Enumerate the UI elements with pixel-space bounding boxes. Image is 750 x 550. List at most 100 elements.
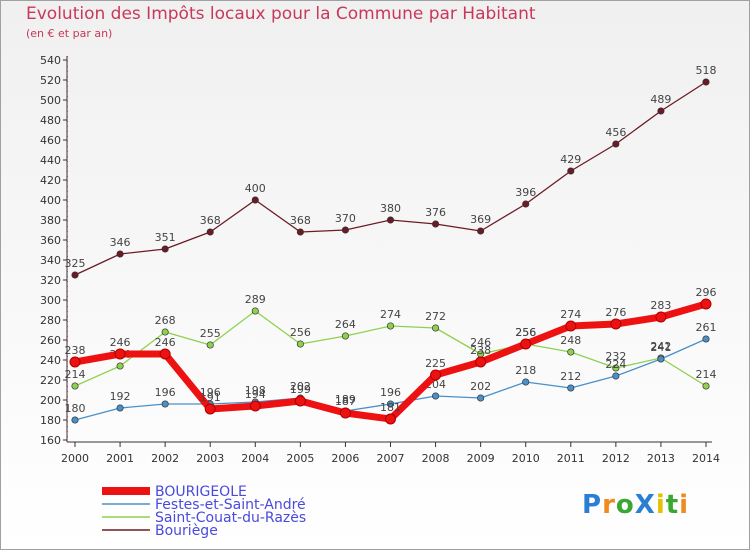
x-tick-label: 2002 <box>151 452 179 465</box>
data-point <box>116 404 124 412</box>
data-label: 212 <box>560 370 581 383</box>
y-tick-label: 460 <box>40 134 61 147</box>
logo-letter: i <box>679 490 690 520</box>
y-tick-label: 480 <box>40 114 61 127</box>
x-tick-label: 2011 <box>557 452 585 465</box>
data-label: 181 <box>380 401 401 414</box>
y-tick-label: 240 <box>40 354 61 367</box>
x-tick-label: 2009 <box>467 452 495 465</box>
data-label: 518 <box>696 64 717 77</box>
x-tick-label: 2003 <box>196 452 224 465</box>
y-tick-label: 520 <box>40 74 61 87</box>
data-label: 218 <box>515 364 536 377</box>
data-label: 196 <box>380 386 401 399</box>
data-label: 456 <box>605 126 626 139</box>
data-label: 196 <box>200 386 221 399</box>
data-label: 180 <box>65 402 86 415</box>
data-label: 248 <box>560 334 581 347</box>
x-tick-label: 2007 <box>377 452 405 465</box>
data-label: 242 <box>650 340 671 353</box>
y-tick-label: 220 <box>40 374 61 387</box>
data-label: 202 <box>470 380 491 393</box>
x-tick-label: 2005 <box>286 452 314 465</box>
data-label: 238 <box>65 344 86 357</box>
data-point <box>294 395 306 407</box>
data-label: 246 <box>470 336 491 349</box>
data-label: 489 <box>650 93 671 106</box>
y-tick-label: 200 <box>40 394 61 407</box>
data-point <box>341 226 349 234</box>
logo-letter: i <box>655 490 666 520</box>
y-tick-label: 340 <box>40 254 61 267</box>
data-label: 370 <box>335 212 356 225</box>
y-tick-label: 540 <box>40 54 61 67</box>
data-point <box>565 320 577 332</box>
data-label: 194 <box>245 388 266 401</box>
x-tick-label: 2004 <box>241 452 269 465</box>
data-point <box>657 355 665 363</box>
data-point <box>296 340 304 348</box>
y-tick-label: 160 <box>40 434 61 447</box>
data-label: 325 <box>65 257 86 270</box>
data-point <box>116 362 124 370</box>
data-label: 256 <box>515 326 536 339</box>
data-point <box>385 413 396 425</box>
data-label: 272 <box>425 310 446 323</box>
data-label: 274 <box>560 308 581 321</box>
legend-label: Saint-Couat-du-Razès <box>155 510 306 526</box>
x-tick-label: 2001 <box>106 452 134 465</box>
data-point <box>475 356 487 368</box>
data-point <box>71 271 79 279</box>
y-tick-label: 300 <box>40 294 61 307</box>
data-label: 238 <box>470 344 491 357</box>
data-label: 256 <box>290 326 311 339</box>
data-point <box>71 416 79 424</box>
data-label: 380 <box>380 202 401 215</box>
data-label: 202 <box>290 380 311 393</box>
series-line <box>74 81 707 276</box>
data-point <box>610 318 622 330</box>
y-tick-label: 420 <box>40 174 61 187</box>
series-bouri-ge: 325 346 351 368 400 368 370 380 376 369 396 429 456 4… <box>65 64 717 279</box>
data-point <box>206 228 214 236</box>
logo-letter: X <box>634 490 656 520</box>
y-tick-label: 360 <box>40 234 61 247</box>
data-point <box>296 228 304 236</box>
data-point <box>206 341 214 349</box>
data-point <box>612 372 620 380</box>
data-label: 283 <box>650 299 671 312</box>
data-point <box>522 200 530 208</box>
logo-letter: t <box>665 490 680 520</box>
data-point <box>116 250 124 258</box>
x-tick-label: 2012 <box>602 452 630 465</box>
data-point <box>430 369 442 381</box>
proxiti-logo: ProXiti <box>582 490 689 520</box>
x-tick-label: 2006 <box>331 452 359 465</box>
data-point <box>702 335 710 343</box>
data-point <box>251 307 259 315</box>
data-point <box>432 220 440 228</box>
data-point <box>567 384 575 392</box>
data-label: 191 <box>200 391 221 404</box>
data-label: 261 <box>696 321 717 334</box>
data-label: 199 <box>290 383 311 396</box>
y-tick-label: 260 <box>40 334 61 347</box>
series-saint-couat-du-raz-s: 2142342682552892562642742722462562482322… <box>65 293 717 390</box>
data-point <box>655 311 667 323</box>
data-point <box>204 403 216 415</box>
legend-label: Bouriège <box>155 523 218 539</box>
data-label: 351 <box>155 231 176 244</box>
data-label: 296 <box>696 286 717 299</box>
data-point <box>339 407 351 419</box>
data-label: 255 <box>200 327 221 340</box>
data-label: 246 <box>110 336 131 349</box>
logo-letter: P <box>582 490 603 520</box>
data-point <box>386 322 395 330</box>
data-point <box>612 140 620 148</box>
data-label: 396 <box>515 186 536 199</box>
data-point <box>159 348 171 360</box>
data-label: 368 <box>200 214 221 227</box>
